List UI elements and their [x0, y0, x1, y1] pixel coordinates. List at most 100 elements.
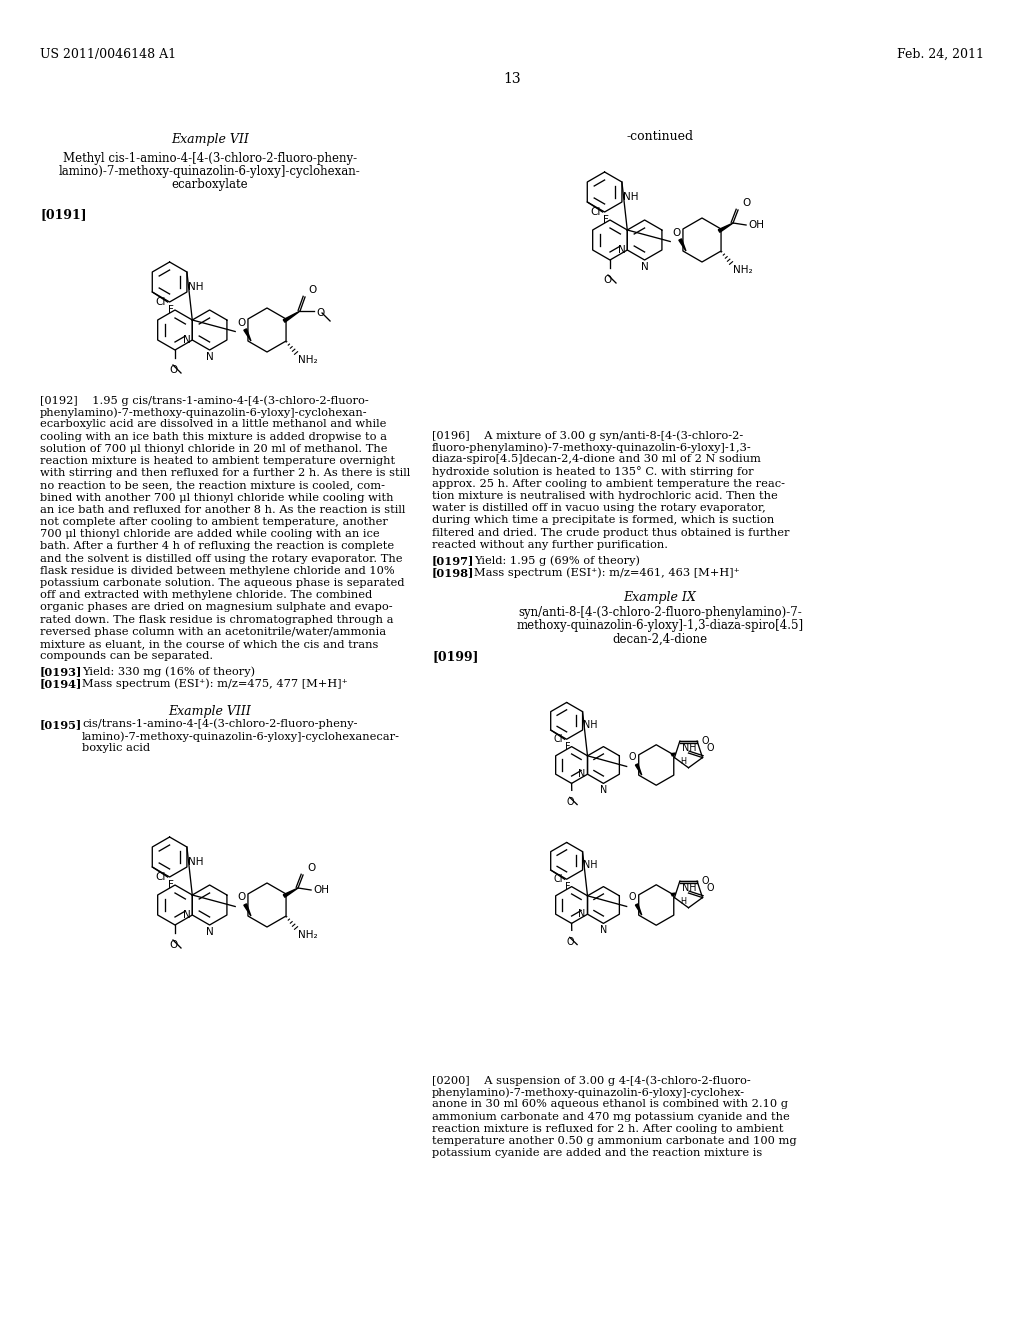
Text: mixture as eluant, in the course of which the cis and trans: mixture as eluant, in the course of whic…	[40, 639, 379, 649]
Text: [0194]: [0194]	[40, 678, 82, 689]
Text: O: O	[707, 743, 714, 752]
Text: Example VIII: Example VIII	[169, 705, 252, 718]
Text: and the solvent is distilled off using the rotary evaporator. The: and the solvent is distilled off using t…	[40, 553, 402, 564]
Text: Mass spectrum (ESI⁺): m/z=461, 463 [M+H]⁺: Mass spectrum (ESI⁺): m/z=461, 463 [M+H]…	[474, 568, 739, 578]
Text: N: N	[600, 925, 607, 936]
Text: [0199]: [0199]	[432, 651, 478, 664]
Text: Yield: 330 mg (16% of theory): Yield: 330 mg (16% of theory)	[82, 667, 255, 677]
Text: O: O	[701, 876, 709, 886]
Text: 700 μl thionyl chloride are added while cooling with an ice: 700 μl thionyl chloride are added while …	[40, 529, 380, 539]
Polygon shape	[636, 764, 642, 775]
Text: phenylamino)-7-methoxy-quinazolin-6-yloxy]-cyclohexan-: phenylamino)-7-methoxy-quinazolin-6-ylox…	[40, 407, 368, 417]
Polygon shape	[284, 312, 300, 322]
Text: bined with another 700 μl thionyl chloride while cooling with: bined with another 700 μl thionyl chlori…	[40, 492, 393, 503]
Text: O: O	[629, 892, 636, 903]
Text: ecarboxylic acid are dissolved in a little methanol and while: ecarboxylic acid are dissolved in a litt…	[40, 420, 386, 429]
Text: ammonium carbonate and 470 mg potassium cyanide and the: ammonium carbonate and 470 mg potassium …	[432, 1111, 790, 1122]
Text: O: O	[707, 883, 714, 892]
Text: filtered and dried. The crude product thus obtained is further: filtered and dried. The crude product th…	[432, 528, 790, 537]
Text: [0193]: [0193]	[40, 667, 82, 677]
Text: N: N	[579, 770, 586, 779]
Text: O: O	[169, 366, 177, 375]
Text: O: O	[238, 318, 246, 327]
Text: off and extracted with methylene chloride. The combined: off and extracted with methylene chlorid…	[40, 590, 373, 601]
Text: ecarboxylate: ecarboxylate	[172, 178, 248, 191]
Text: lamino)-7-methoxy-quinazolin-6-yloxy]-cyclohexanecar-: lamino)-7-methoxy-quinazolin-6-yloxy]-cy…	[82, 731, 400, 742]
Text: F: F	[565, 882, 570, 892]
Text: an ice bath and refluxed for another 8 h. As the reaction is still: an ice bath and refluxed for another 8 h…	[40, 504, 406, 515]
Text: cis/trans-1-amino-4-[4-(3-chloro-2-fluoro-pheny-: cis/trans-1-amino-4-[4-(3-chloro-2-fluor…	[82, 719, 357, 730]
Text: Yield: 1.95 g (69% of theory): Yield: 1.95 g (69% of theory)	[474, 554, 640, 565]
Text: US 2011/0046148 A1: US 2011/0046148 A1	[40, 48, 176, 61]
Polygon shape	[671, 894, 676, 896]
Text: not complete after cooling to ambient temperature, another: not complete after cooling to ambient te…	[40, 517, 388, 527]
Text: no reaction to be seen, the reaction mixture is cooled, com-: no reaction to be seen, the reaction mix…	[40, 480, 385, 491]
Text: compounds can be separated.: compounds can be separated.	[40, 651, 213, 661]
Text: H: H	[681, 756, 686, 766]
Text: reversed phase column with an acetonitrile/water/ammonia: reversed phase column with an acetonitri…	[40, 627, 386, 636]
Polygon shape	[671, 752, 676, 756]
Text: O: O	[672, 227, 680, 238]
Text: N: N	[206, 927, 213, 937]
Text: N: N	[617, 246, 626, 255]
Polygon shape	[244, 329, 251, 341]
Text: -continued: -continued	[627, 129, 693, 143]
Text: NH: NH	[682, 743, 696, 754]
Text: O: O	[604, 275, 612, 285]
Text: Mass spectrum (ESI⁺): m/z=475, 477 [M+H]⁺: Mass spectrum (ESI⁺): m/z=475, 477 [M+H]…	[82, 678, 348, 689]
Text: flask residue is divided between methylene chloride and 10%: flask residue is divided between methyle…	[40, 566, 394, 576]
Text: Cl: Cl	[590, 207, 601, 216]
Text: approx. 25 h. After cooling to ambient temperature the reac-: approx. 25 h. After cooling to ambient t…	[432, 479, 785, 488]
Text: Cl: Cl	[156, 297, 166, 308]
Polygon shape	[718, 223, 733, 232]
Text: NH: NH	[584, 861, 598, 870]
Text: lamino)-7-methoxy-quinazolin-6-yloxy]-cyclohexan-: lamino)-7-methoxy-quinazolin-6-yloxy]-cy…	[59, 165, 360, 178]
Text: organic phases are dried on magnesium sulphate and evapo-: organic phases are dried on magnesium su…	[40, 602, 392, 612]
Text: Methyl cis-1-amino-4-[4-(3-chloro-2-fluoro-pheny-: Methyl cis-1-amino-4-[4-(3-chloro-2-fluo…	[62, 152, 357, 165]
Text: temperature another 0.50 g ammonium carbonate and 100 mg: temperature another 0.50 g ammonium carb…	[432, 1137, 797, 1146]
Polygon shape	[636, 904, 642, 915]
Text: [0191]: [0191]	[40, 209, 87, 220]
Text: reacted without any further purification.: reacted without any further purification…	[432, 540, 668, 550]
Text: rated down. The flask residue is chromatographed through a: rated down. The flask residue is chromat…	[40, 615, 393, 624]
Text: methoxy-quinazolin-6-yloxy]-1,3-diaza-spiro[4.5]: methoxy-quinazolin-6-yloxy]-1,3-diaza-sp…	[516, 619, 804, 632]
Text: bath. After a further 4 h of refluxing the reaction is complete: bath. After a further 4 h of refluxing t…	[40, 541, 394, 552]
Text: cooling with an ice bath this mixture is added dropwise to a: cooling with an ice bath this mixture is…	[40, 432, 387, 442]
Text: O: O	[701, 737, 709, 746]
Text: Feb. 24, 2011: Feb. 24, 2011	[897, 48, 984, 61]
Text: F: F	[603, 215, 608, 224]
Text: Cl: Cl	[553, 734, 562, 744]
Text: Cl: Cl	[156, 873, 166, 882]
Text: phenylamino)-7-methoxy-quinazolin-6-yloxy]-cyclohex-: phenylamino)-7-methoxy-quinazolin-6-ylox…	[432, 1088, 745, 1098]
Text: O: O	[742, 198, 751, 209]
Text: hydroxide solution is heated to 135° C. with stirring for: hydroxide solution is heated to 135° C. …	[432, 466, 754, 478]
Text: NH₂: NH₂	[733, 265, 753, 275]
Text: [0196]    A mixture of 3.00 g syn/anti-8-[4-(3-chloro-2-: [0196] A mixture of 3.00 g syn/anti-8-[4…	[432, 430, 743, 441]
Text: fluoro-phenylamino)-7-methoxy-quinazolin-6-yloxy]-1,3-: fluoro-phenylamino)-7-methoxy-quinazolin…	[432, 442, 752, 453]
Text: N: N	[206, 352, 213, 362]
Text: potassium carbonate solution. The aqueous phase is separated: potassium carbonate solution. The aqueou…	[40, 578, 404, 587]
Text: N: N	[182, 909, 190, 920]
Text: N: N	[579, 909, 586, 919]
Text: O: O	[566, 937, 573, 948]
Text: N: N	[182, 335, 190, 345]
Text: O: O	[169, 940, 177, 950]
Text: diaza-spiro[4.5]decan-2,4-dione and 30 ml of 2 N sodium: diaza-spiro[4.5]decan-2,4-dione and 30 m…	[432, 454, 761, 465]
Text: NH: NH	[187, 857, 204, 867]
Text: tion mixture is neutralised with hydrochloric acid. Then the: tion mixture is neutralised with hydroch…	[432, 491, 778, 502]
Text: [0197]: [0197]	[432, 554, 474, 566]
Polygon shape	[244, 904, 251, 916]
Text: OH: OH	[749, 220, 764, 230]
Text: O: O	[566, 797, 573, 808]
Text: H: H	[681, 896, 686, 906]
Text: NH₂: NH₂	[298, 355, 317, 366]
Text: water is distilled off in vacuo using the rotary evaporator,: water is distilled off in vacuo using th…	[432, 503, 766, 513]
Text: OH: OH	[313, 884, 329, 895]
Polygon shape	[679, 239, 686, 251]
Text: reaction mixture is heated to ambient temperature overnight: reaction mixture is heated to ambient te…	[40, 455, 395, 466]
Text: potassium cyanide are added and the reaction mixture is: potassium cyanide are added and the reac…	[432, 1148, 762, 1158]
Text: NH: NH	[623, 191, 638, 202]
Text: [0198]: [0198]	[432, 568, 474, 578]
Text: NH: NH	[682, 883, 696, 894]
Text: O: O	[629, 752, 636, 763]
